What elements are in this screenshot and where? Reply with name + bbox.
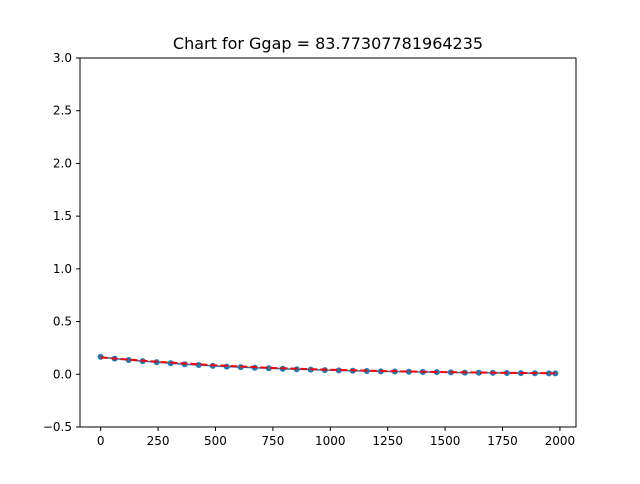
y-tick-label: 3.0 xyxy=(53,51,72,65)
plot-frame xyxy=(79,57,577,428)
x-tick-label: 250 xyxy=(147,434,170,448)
y-tick-label: 2.5 xyxy=(53,104,72,118)
data-point xyxy=(335,367,342,374)
x-tick-label: 1750 xyxy=(487,434,518,448)
axis-ticks: 0 250 500 750 1000 1250 1500 1750 2000 −0.5 0.0 0.5… xyxy=(43,51,575,448)
fit-line xyxy=(100,356,556,375)
x-tick-label: 0 xyxy=(97,434,105,448)
x-tick-label: 2000 xyxy=(545,434,576,448)
data-point xyxy=(405,368,412,375)
x-tick-label: 500 xyxy=(204,434,227,448)
y-tick-label: −0.5 xyxy=(43,420,72,434)
x-tick-label: 1500 xyxy=(430,434,461,448)
y-tick-label: 1.5 xyxy=(53,209,72,223)
data-point xyxy=(475,369,482,376)
y-tick-label: 2.0 xyxy=(53,156,72,170)
data-point xyxy=(545,370,552,377)
x-tick-label: 750 xyxy=(261,434,284,448)
y-tick-label: 0.0 xyxy=(53,367,72,381)
x-tick-label: 1250 xyxy=(372,434,403,448)
plot-series xyxy=(97,353,559,377)
y-tick-label: 1.0 xyxy=(53,262,72,276)
y-tick-label: 0.5 xyxy=(53,315,72,329)
data-point xyxy=(552,370,559,377)
chart-title: Chart for Ggap = 83.77307781964235 xyxy=(173,34,483,53)
x-tick-label: 1000 xyxy=(315,434,346,448)
